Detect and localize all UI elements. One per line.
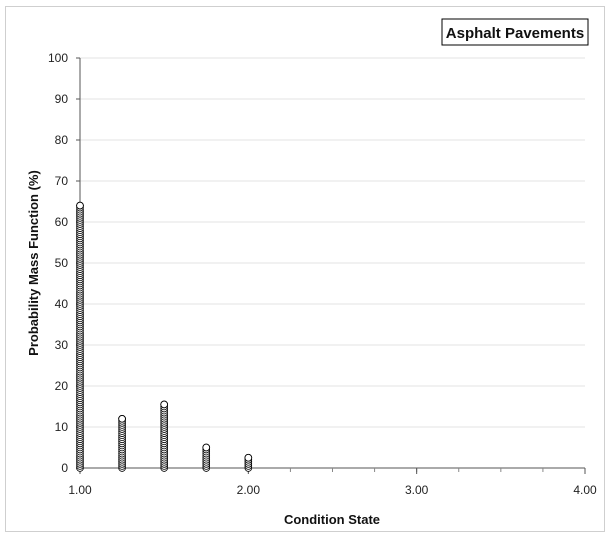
data-column [244,453,253,472]
y-tick-label: 50 [55,256,69,270]
x-tick-label: 4.00 [573,483,597,497]
x-ticks: 1.00 2.00 3.00 4.00 [68,468,597,497]
y-tick-label: 0 [61,461,68,475]
data-markers [76,201,253,472]
y-tick-label: 60 [55,215,69,229]
y-tick-label: 20 [55,379,69,393]
data-column [118,414,126,472]
data-column [76,201,84,472]
y-tick-label: 100 [48,51,68,65]
x-tick-label: 2.00 [237,483,261,497]
data-point-top [202,443,211,452]
data-point-top [160,400,169,409]
x-axis-title: Condition State [284,512,380,527]
x-tick-label: 1.00 [68,483,92,497]
legend-label: Asphalt Pavements [446,25,584,42]
legend: Asphalt Pavements [441,18,589,46]
y-tick-label: 10 [55,420,69,434]
y-tick-label: 30 [55,338,69,352]
x-tick-label: 3.00 [405,483,429,497]
data-point-top [118,414,126,423]
data-point-top [244,453,253,462]
data-column [160,400,169,472]
legend-box [441,18,589,46]
figure-border [5,6,605,532]
data-point-top [76,201,84,210]
y-tick-label: 90 [55,92,69,106]
y-tick-label: 70 [55,174,69,188]
y-axis-title: Probability Mass Function (%) [26,170,41,356]
y-tick-label: 80 [55,133,69,147]
y-ticks: 0 10 20 30 40 50 60 70 80 90 100 [48,51,80,475]
y-tick-label: 40 [55,297,69,311]
grid [80,57,585,428]
data-column [202,443,211,472]
